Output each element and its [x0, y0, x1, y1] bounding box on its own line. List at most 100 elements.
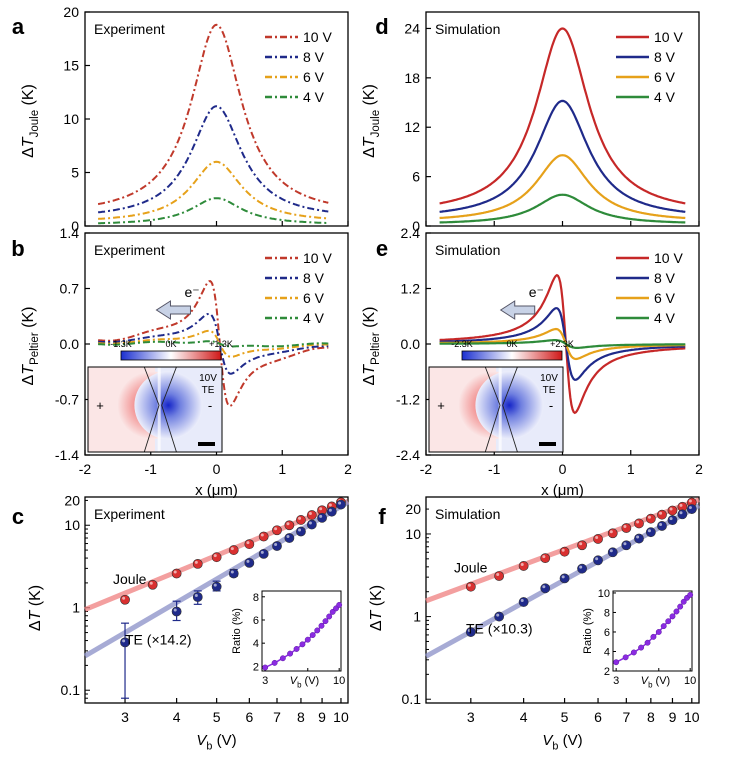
y-tick-label: -1.2 — [396, 392, 420, 408]
x-axis-label: x (μm) — [195, 482, 238, 499]
y-tick-label: 0.1 — [402, 691, 422, 707]
colorbar-label: +1.3K — [209, 339, 233, 349]
point-highlight — [659, 511, 663, 515]
point-highlight — [520, 599, 524, 603]
y-tick-label: 18 — [404, 70, 420, 86]
legend-label: 8 V — [303, 49, 325, 65]
panel-a: a 0 5 10 15 20 ΔTJoule (K) Experiment 10 V 8 V 6 V… — [12, 4, 349, 234]
x-tick-label: 1 — [627, 461, 635, 477]
inset-y-label: Ratio (%) — [582, 608, 594, 654]
inset-background — [222, 585, 345, 697]
point-highlight — [579, 565, 583, 569]
x-tick-label: 2 — [695, 461, 703, 477]
panel-title: Experiment — [94, 506, 165, 522]
ratio-point — [262, 664, 269, 671]
series-line — [97, 23, 329, 206]
inset-y-tick-label: 8 — [253, 592, 259, 604]
x-tick-label: 4 — [520, 709, 528, 725]
inset-y-tick-label: 10 — [598, 588, 610, 600]
panel-b: b -1.4 -0.7 0.0 0.7 1.4 -2 -1 0 1 2 x (μm) ΔTPeltier… — [11, 225, 352, 499]
point-highlight — [173, 570, 177, 574]
data-point — [607, 528, 618, 539]
point-highlight — [298, 516, 302, 520]
point-highlight — [308, 521, 312, 525]
y-tick-label: 20 — [63, 4, 79, 20]
panel-title: Simulation — [435, 242, 500, 258]
data-point — [667, 505, 678, 516]
x-tick-label: 5 — [561, 709, 569, 725]
x-tick-label: -1 — [488, 461, 501, 477]
point-highlight — [308, 512, 312, 516]
point-highlight — [173, 608, 177, 612]
point-highlight — [623, 525, 627, 529]
ratio-point — [630, 649, 637, 656]
point-highlight — [319, 507, 323, 511]
point-highlight — [213, 554, 217, 558]
ratio-point — [336, 601, 343, 608]
ratio-point — [677, 603, 684, 610]
point-highlight — [298, 528, 302, 532]
junction — [157, 367, 161, 452]
point-highlight — [328, 503, 332, 507]
point-highlight — [467, 629, 471, 633]
point-highlight — [561, 575, 565, 579]
panel-e: e -2.4 -1.2 0.0 1.2 2.4 -2 -1 0 1 2 x (μm) ΔTPeltier… — [361, 225, 703, 499]
ratio-point — [309, 632, 316, 639]
x-tick-label: 8 — [297, 709, 305, 725]
panel-title: Experiment — [94, 242, 165, 258]
data-point — [686, 504, 697, 514]
data-point — [667, 515, 678, 526]
y-tick-label: 1.4 — [60, 225, 80, 241]
ratio-point — [613, 659, 620, 666]
y-tick-label: -1.4 — [55, 447, 79, 463]
point-highlight — [609, 549, 613, 553]
legend-label: 10 V — [303, 29, 332, 45]
legend-label: 6 V — [303, 69, 325, 85]
point-highlight — [246, 541, 250, 545]
data-point — [465, 581, 476, 592]
ratio-point — [660, 623, 667, 630]
y-tick-label: 12 — [404, 119, 420, 135]
series-line — [98, 312, 329, 375]
data-point — [336, 499, 346, 510]
point-highlight — [496, 572, 500, 576]
legend-label: 8 V — [303, 270, 325, 286]
series-line — [98, 160, 329, 220]
data-point — [258, 548, 269, 559]
data-point — [244, 557, 255, 568]
point-highlight — [230, 547, 234, 551]
data-point — [244, 539, 255, 550]
x-tick-label: -2 — [79, 461, 92, 477]
point-highlight — [338, 501, 342, 505]
point-highlight — [561, 548, 565, 552]
scale-bar — [539, 442, 556, 446]
x-tick-label: 2 — [344, 461, 352, 477]
ratio-point — [622, 654, 629, 661]
legend-label: 10 V — [654, 29, 683, 45]
y-tick-label: 0 — [412, 218, 420, 234]
legend-label: 10 V — [654, 250, 683, 266]
data-point — [306, 519, 317, 530]
data-point — [577, 563, 587, 574]
series-label-te: TE (×14.2) — [125, 631, 192, 647]
electron-arrow-icon — [499, 300, 536, 320]
series-label-te: TE (×10.3) — [466, 621, 533, 637]
series-line — [98, 340, 329, 348]
series-line — [439, 273, 686, 415]
data-point — [518, 597, 529, 607]
x-tick-label: 10 — [333, 709, 349, 725]
data-point — [657, 509, 667, 520]
y-tick-label: 1 — [72, 600, 80, 616]
inset-y-tick-label: 6 — [604, 627, 610, 639]
inset-x-tick-label: 3 — [613, 675, 619, 687]
ratio-point — [271, 659, 278, 666]
data-point — [634, 533, 644, 544]
data-point — [577, 540, 587, 551]
x-tick-label: 3 — [467, 709, 475, 725]
x-tick-label: 6 — [245, 709, 253, 725]
ratio-point — [293, 646, 300, 652]
point-highlight — [213, 583, 217, 587]
point-highlight — [542, 585, 546, 589]
point-highlight — [636, 535, 640, 539]
point-highlight — [319, 514, 323, 518]
